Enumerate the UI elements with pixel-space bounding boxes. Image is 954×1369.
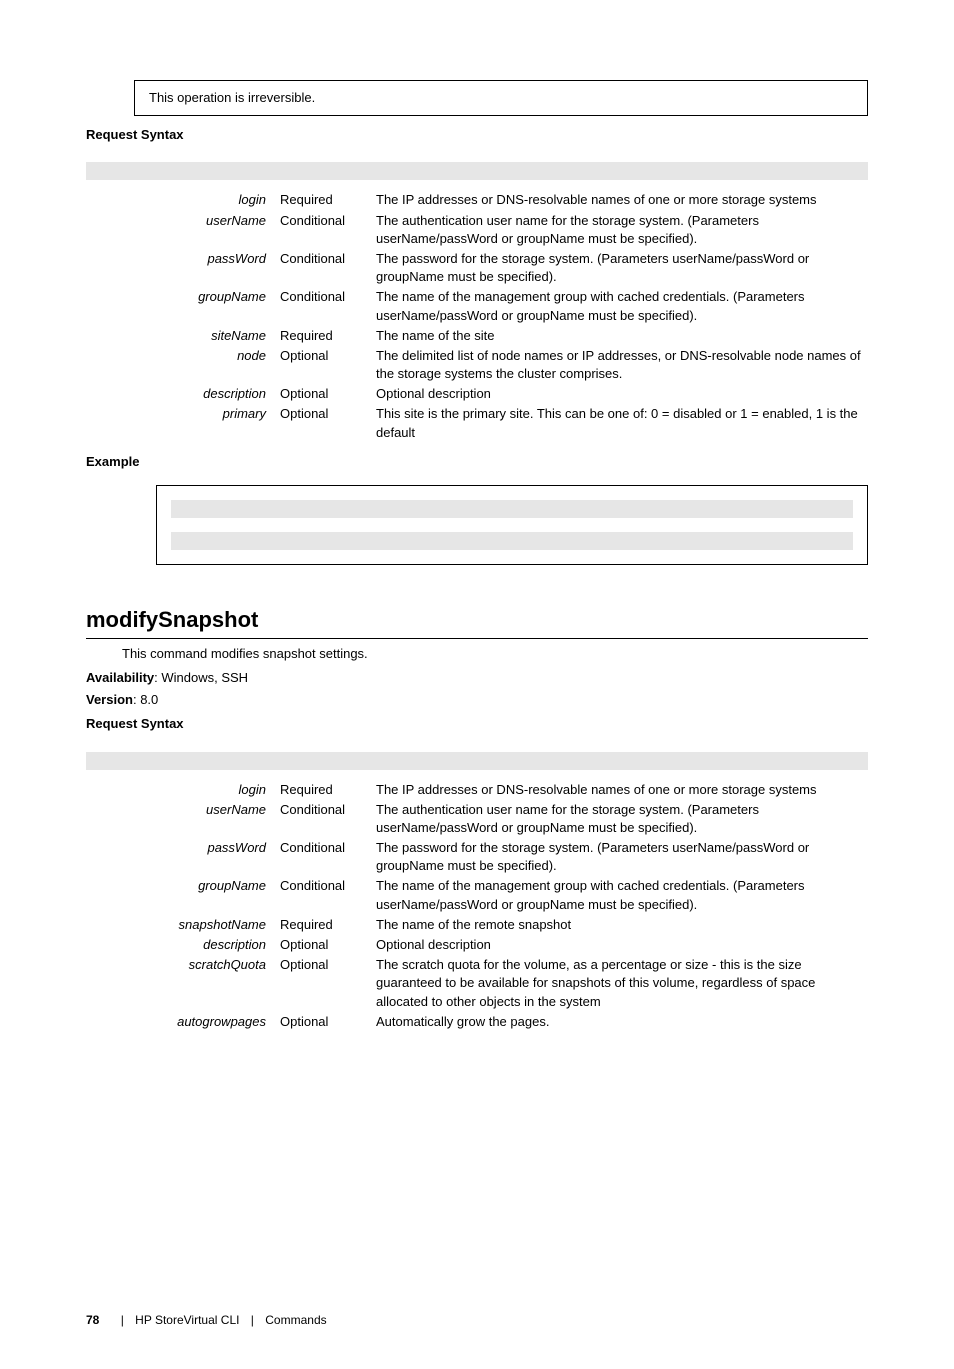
- note-text: This operation is irreversible.: [149, 90, 315, 105]
- request-syntax-label-1: Request Syntax: [86, 126, 868, 144]
- param-description: Optional description: [376, 935, 868, 955]
- param-name: scratchQuota: [86, 955, 280, 1012]
- param-name: login: [86, 190, 280, 210]
- example-line: [171, 532, 853, 550]
- table-row: snapshotNameRequiredThe name of the remo…: [86, 915, 868, 935]
- param-name: autogrowpages: [86, 1012, 280, 1032]
- param-name: siteName: [86, 326, 280, 346]
- param-description: The name of the management group with ca…: [376, 287, 868, 325]
- footer-sep: |: [251, 1313, 254, 1327]
- param-required: Required: [280, 326, 376, 346]
- table-row: groupNameConditionalThe name of the mana…: [86, 287, 868, 325]
- syntax-placeholder-2: [86, 752, 868, 770]
- param-description: The IP addresses or DNS-resolvable names…: [376, 190, 868, 210]
- table-row: siteNameRequiredThe name of the site: [86, 326, 868, 346]
- example-line: [171, 500, 853, 518]
- footer-sep: |: [121, 1313, 124, 1327]
- table-row: nodeOptionalThe delimited list of node n…: [86, 346, 868, 384]
- param-required: Conditional: [280, 287, 376, 325]
- param-description: This site is the primary site. This can …: [376, 404, 868, 442]
- syntax-placeholder-1: [86, 162, 868, 180]
- table-row: loginRequiredThe IP addresses or DNS-res…: [86, 190, 868, 210]
- param-name: node: [86, 346, 280, 384]
- param-name: groupName: [86, 287, 280, 325]
- param-description: The name of the management group with ca…: [376, 876, 868, 914]
- param-required: Conditional: [280, 211, 376, 249]
- param-required: Required: [280, 190, 376, 210]
- param-required: Optional: [280, 935, 376, 955]
- page-number: 78: [86, 1312, 99, 1329]
- param-description: The password for the storage system. (Pa…: [376, 249, 868, 287]
- table-row: primaryOptionalThis site is the primary …: [86, 404, 868, 442]
- param-name: userName: [86, 211, 280, 249]
- param-table-1: loginRequiredThe IP addresses or DNS-res…: [86, 190, 868, 442]
- param-description: The scratch quota for the volume, as a p…: [376, 955, 868, 1012]
- param-required: Optional: [280, 384, 376, 404]
- command-intro: This command modifies snapshot settings.: [122, 645, 868, 663]
- page-footer: 78 | HP StoreVirtual CLI | Commands: [86, 1312, 868, 1329]
- param-required: Conditional: [280, 838, 376, 876]
- table-row: groupNameConditionalThe name of the mana…: [86, 876, 868, 914]
- version-line: Version: 8.0: [86, 691, 868, 709]
- param-required: Optional: [280, 404, 376, 442]
- param-name: userName: [86, 800, 280, 838]
- version-value: : 8.0: [133, 692, 158, 707]
- param-required: Optional: [280, 1012, 376, 1032]
- param-required: Optional: [280, 955, 376, 1012]
- param-description: The password for the storage system. (Pa…: [376, 838, 868, 876]
- param-name: passWord: [86, 249, 280, 287]
- param-required: Required: [280, 780, 376, 800]
- availability-label: Availability: [86, 670, 154, 685]
- example-box: [156, 485, 868, 565]
- param-name: description: [86, 935, 280, 955]
- param-required: Optional: [280, 346, 376, 384]
- param-table-2: loginRequiredThe IP addresses or DNS-res…: [86, 780, 868, 1032]
- param-description: The name of the remote snapshot: [376, 915, 868, 935]
- table-row: passWordConditionalThe password for the …: [86, 249, 868, 287]
- request-syntax-label-2: Request Syntax: [86, 715, 868, 733]
- param-description: The authentication user name for the sto…: [376, 211, 868, 249]
- param-name: passWord: [86, 838, 280, 876]
- availability-value: : Windows, SSH: [154, 670, 248, 685]
- footer-product: HP StoreVirtual CLI: [135, 1313, 239, 1327]
- param-name: primary: [86, 404, 280, 442]
- table-row: descriptionOptionalOptional description: [86, 384, 868, 404]
- table-row: descriptionOptionalOptional description: [86, 935, 868, 955]
- param-description: The IP addresses or DNS-resolvable names…: [376, 780, 868, 800]
- version-label: Version: [86, 692, 133, 707]
- table-row: passWordConditionalThe password for the …: [86, 838, 868, 876]
- param-description: The authentication user name for the sto…: [376, 800, 868, 838]
- param-description: Optional description: [376, 384, 868, 404]
- param-required: Conditional: [280, 249, 376, 287]
- command-heading: modifySnapshot: [86, 605, 868, 639]
- table-row: scratchQuotaOptionalThe scratch quota fo…: [86, 955, 868, 1012]
- table-row: loginRequiredThe IP addresses or DNS-res…: [86, 780, 868, 800]
- footer-section: Commands: [265, 1313, 326, 1327]
- param-name: groupName: [86, 876, 280, 914]
- param-required: Required: [280, 915, 376, 935]
- param-description: The name of the site: [376, 326, 868, 346]
- availability-line: Availability: Windows, SSH: [86, 669, 868, 687]
- example-label: Example: [86, 453, 868, 471]
- param-description: Automatically grow the pages.: [376, 1012, 868, 1032]
- param-required: Conditional: [280, 876, 376, 914]
- param-description: The delimited list of node names or IP a…: [376, 346, 868, 384]
- note-box: This operation is irreversible.: [134, 80, 868, 116]
- table-row: autogrowpagesOptionalAutomatically grow …: [86, 1012, 868, 1032]
- param-required: Conditional: [280, 800, 376, 838]
- table-row: userNameConditionalThe authentication us…: [86, 211, 868, 249]
- param-name: snapshotName: [86, 915, 280, 935]
- table-row: userNameConditionalThe authentication us…: [86, 800, 868, 838]
- param-name: login: [86, 780, 280, 800]
- param-name: description: [86, 384, 280, 404]
